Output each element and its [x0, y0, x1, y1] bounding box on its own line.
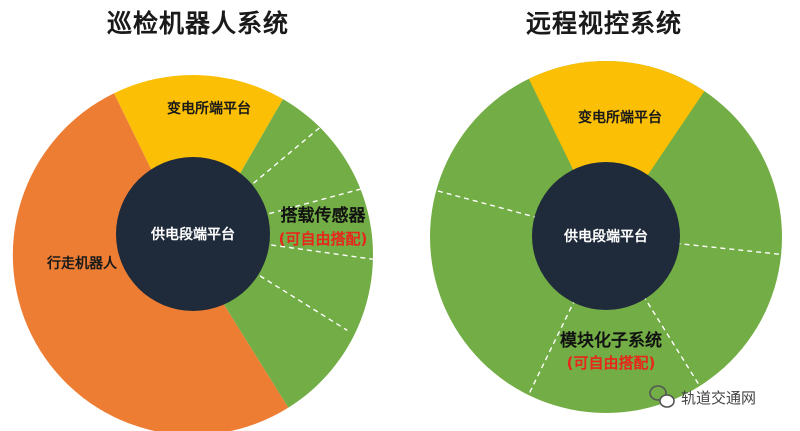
- divider-line: [260, 186, 369, 217]
- divider-line: [262, 243, 374, 260]
- divider-line: [642, 295, 702, 389]
- divider-line: [252, 270, 348, 331]
- divider-line: [431, 188, 539, 219]
- sensor-segment: [193, 99, 373, 408]
- modules-note: (可自由搭配): [567, 354, 656, 372]
- hub-label: 供电段端平台: [563, 228, 648, 245]
- left-ring-diagram: 供电段端平台 变电所端平台 行走机器人 搭载传感器 (可自由搭配): [12, 74, 374, 431]
- divider-line: [526, 298, 576, 399]
- substation-segment: [528, 60, 705, 237]
- substation-label: 变电所端平台: [167, 100, 251, 117]
- sensor-note: (可自由搭配): [279, 230, 368, 248]
- substation-label: 变电所端平台: [578, 109, 662, 126]
- divider-line: [246, 116, 333, 190]
- sensor-label: 搭载传感器: [281, 205, 367, 226]
- modules-label: 模块化子系统: [560, 330, 662, 351]
- divider-line: [675, 242, 786, 256]
- right-ring-diagram: 供电段端平台 变电所端平台 模块化子系统 (可自由搭配): [430, 60, 786, 413]
- left-diagram-title: 巡检机器人系统: [106, 9, 289, 38]
- walker-label: 行走机器人: [46, 255, 118, 272]
- watermark-text: 轨道交通网: [681, 389, 756, 407]
- right-diagram-title: 远程视控系统: [525, 9, 682, 38]
- wechat-icon: [649, 385, 675, 408]
- watermark: 轨道交通网: [649, 385, 756, 408]
- module-dividers: [431, 188, 786, 399]
- sensor-dividers: [246, 116, 374, 331]
- hub-circle: [116, 157, 270, 311]
- hub-circle: [532, 162, 680, 310]
- hub-label: 供电段端平台: [150, 226, 235, 243]
